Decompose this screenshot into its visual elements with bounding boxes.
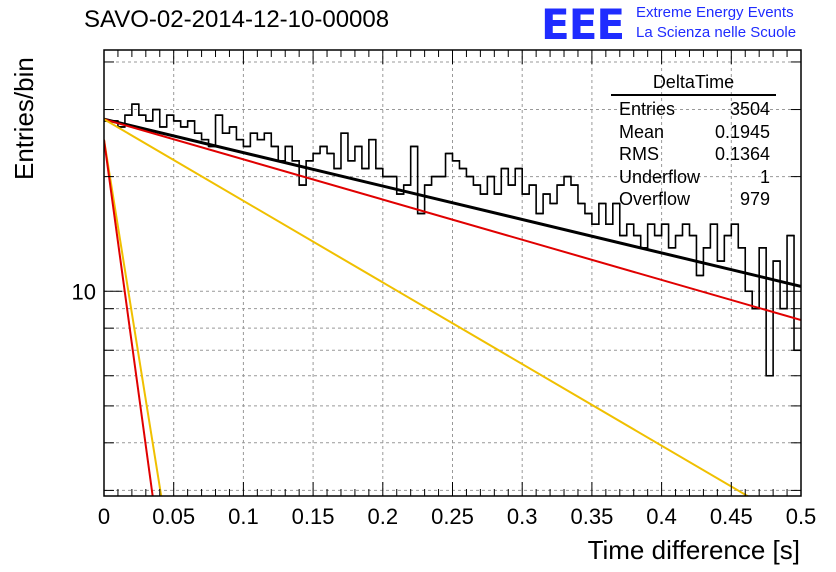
y-tick-labels: 10 [72, 279, 96, 304]
stats-row: Mean 0.1945 [611, 121, 776, 144]
x-tick-label: 0.45 [710, 504, 753, 529]
x-tick-label: 0.1 [228, 504, 259, 529]
x-tick-label: 0.15 [292, 504, 335, 529]
stats-label: Overflow [619, 189, 691, 209]
y-axis-label: Entries/bin [9, 57, 39, 180]
stats-row: Underflow 1 [611, 166, 776, 189]
x-tick-label: 0.2 [368, 504, 399, 529]
logo-line-2: La Scienza nelle Scuole [636, 24, 797, 41]
stats-row: Entries 3504 [611, 98, 776, 121]
x-tick-labels: 0 0.05 0.1 0.15 0.2 0.25 0.3 0.35 0.4 0.45 0.5 [98, 504, 816, 529]
x-tick-label: 0.35 [570, 504, 613, 529]
stats-value: 0.1945 [714, 121, 770, 142]
stats-value: 979 [739, 189, 770, 209]
grid-lines [104, 50, 801, 496]
x-tick-label: 0 [98, 504, 110, 529]
x-tick-label: 0.5 [786, 504, 817, 529]
stats-box: DeltaTime Entries 3504 Mean 0.1945 RMS 0.1364… [611, 72, 776, 211]
stats-value: 1 [759, 166, 770, 187]
stats-value: 0.1364 [714, 144, 770, 164]
x-axis-label: Time difference [s] [587, 535, 800, 565]
axis-ticks [103, 50, 802, 496]
histogram-outline [104, 103, 801, 377]
fit-line [104, 117, 801, 288]
stats-title: DeltaTime [611, 72, 776, 96]
fit-line [104, 139, 163, 496]
x-tick-label: 0.3 [507, 504, 538, 529]
stats-row: RMS 0.1364 [611, 143, 776, 166]
stats-label: Mean [619, 121, 665, 142]
fit-line [104, 139, 154, 496]
stats-row: Overflow 979 [611, 188, 776, 211]
chart-title: SAVO-02-2014-12-10-00008 [84, 6, 390, 33]
fit-line [104, 118, 801, 322]
x-tick-label: 0.25 [431, 504, 474, 529]
eee-logo: EEE [541, 0, 625, 49]
logo-line-1: Extreme Energy Events [636, 4, 794, 21]
stats-label: Underflow [619, 166, 701, 187]
x-tick-label: 0.4 [646, 504, 677, 529]
stats-value: 3504 [729, 99, 770, 119]
x-tick-label: 0.05 [152, 504, 195, 529]
stats-label: Entries [619, 99, 676, 119]
fit-line [104, 118, 750, 496]
y-tick-label: 10 [72, 279, 96, 304]
stats-label: RMS [619, 144, 659, 164]
fit-curves [104, 117, 801, 496]
